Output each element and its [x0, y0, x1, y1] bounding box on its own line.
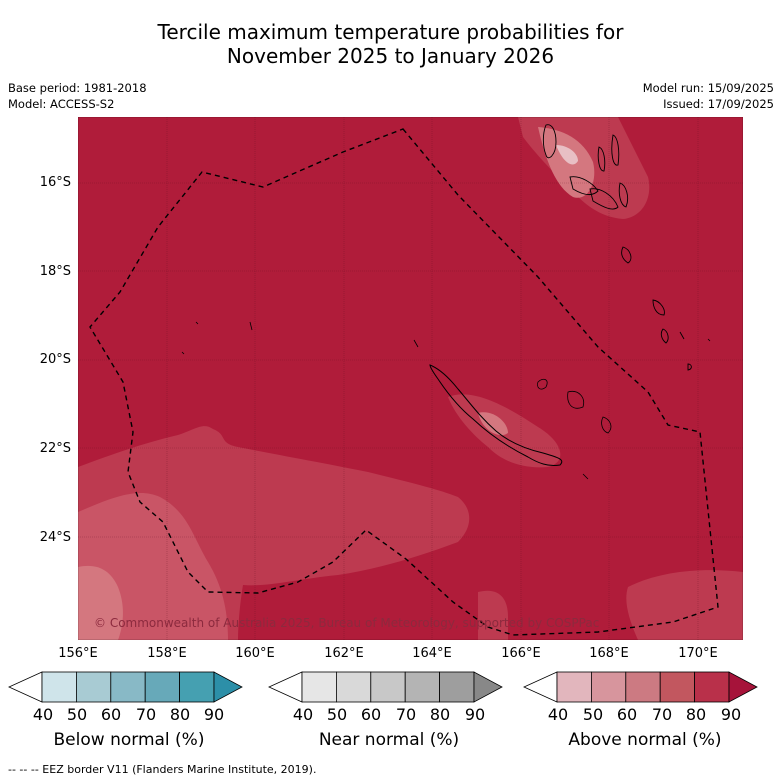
near-tick-60: 60: [360, 705, 382, 724]
above-max-triangle: [728, 671, 758, 703]
vanuatu-outline: [542, 124, 692, 371]
near-color-box: [301, 671, 337, 703]
above-color-box: [659, 671, 695, 703]
issued-date: Issued: 17/09/2025: [663, 97, 774, 111]
above-color-box: [591, 671, 627, 703]
lon-label-158e: 158°E: [147, 646, 187, 661]
above-tick-60: 60: [616, 705, 638, 724]
lat-label-20s: 20°S: [39, 352, 71, 367]
near-color-box: [370, 671, 406, 703]
near-tick-90: 90: [464, 705, 486, 724]
lon-label-160e: 160°E: [235, 646, 275, 661]
meta-right: Model run: 15/09/2025 Issued: 17/09/2025: [643, 80, 774, 112]
probability-region-60: [78, 565, 123, 640]
copyright-text: © Commonwealth of Australia 2025, Bureau…: [94, 616, 599, 630]
lon-label-168e: 168°E: [589, 646, 629, 661]
probability-region-40: [556, 145, 578, 165]
model-name: Model: ACCESS-S2: [8, 97, 115, 111]
lon-label-166e: 166°E: [501, 646, 541, 661]
probability-region-60: [538, 127, 595, 198]
colorbar-above: [523, 671, 758, 703]
title-line-2: November 2025 to January 2026: [226, 44, 555, 68]
lat-label-24s: 24°S: [39, 530, 71, 545]
near-color-box: [336, 671, 372, 703]
lon-label-156e: 156°E: [58, 646, 98, 661]
lat-label-22s: 22°S: [39, 441, 71, 456]
near-color-box: [439, 671, 475, 703]
above-tick-90: 90: [720, 705, 742, 724]
lon-label-162e: 162°E: [324, 646, 364, 661]
island-outline: [413, 339, 612, 480]
below-max-triangle: [213, 671, 243, 703]
model-run: Model run: 15/09/2025: [642, 81, 774, 95]
title-line-1: Tercile maximum temperature probabilitie…: [157, 20, 624, 44]
probability-map: © Commonwealth of Australia 2025, Bureau…: [78, 117, 743, 640]
near-tick-70: 70: [395, 705, 417, 724]
below-color-box: [144, 671, 180, 703]
near-tick-50: 50: [326, 705, 348, 724]
near-normal-label: Near normal (%): [318, 730, 460, 750]
near-tick-80: 80: [429, 705, 451, 724]
lat-label-18s: 18°S: [39, 264, 71, 279]
above-tick-70: 70: [651, 705, 673, 724]
near-tick-40: 40: [292, 705, 314, 724]
below-tick-80: 80: [169, 705, 191, 724]
above-min-triangle: [523, 671, 558, 703]
near-max-triangle: [473, 671, 503, 703]
below-color-box: [179, 671, 215, 703]
colorbar-below: [8, 671, 243, 703]
below-tick-90: 90: [203, 705, 225, 724]
above-normal-label: Above normal (%): [568, 730, 722, 750]
above-color-box: [556, 671, 592, 703]
meta-left: Base period: 1981-2018 Model: ACCESS-S2: [8, 80, 147, 112]
below-color-box: [41, 671, 77, 703]
above-tick-80: 80: [685, 705, 707, 724]
graticule: [78, 117, 743, 640]
eez-border: [89, 128, 719, 636]
near-min-triangle: [268, 671, 303, 703]
eez-footnote: -- -- -- EEZ border V11 (Flanders Marine…: [8, 763, 317, 776]
lat-label-16s: 16°S: [39, 175, 71, 190]
lon-label-170e: 170°E: [678, 646, 718, 661]
above-tick-40: 40: [547, 705, 569, 724]
below-tick-50: 50: [66, 705, 88, 724]
probability-region-60: [478, 412, 508, 436]
below-tick-40: 40: [32, 705, 54, 724]
above-color-box: [625, 671, 661, 703]
chart-title: Tercile maximum temperature probabilitie…: [0, 20, 781, 68]
below-color-box: [76, 671, 112, 703]
below-tick-70: 70: [135, 705, 157, 724]
below-normal-label: Below normal (%): [53, 730, 205, 750]
above-tick-50: 50: [582, 705, 604, 724]
island-outline: [181, 321, 711, 355]
below-color-box: [110, 671, 146, 703]
near-color-box: [404, 671, 440, 703]
below-min-triangle: [8, 671, 43, 703]
lon-label-164e: 164°E: [412, 646, 452, 661]
new-caledonia-outline: [429, 364, 563, 466]
above-color-box: [694, 671, 730, 703]
probability-region-80: [478, 590, 508, 640]
probability-region-80: [626, 570, 743, 640]
base-period: Base period: 1981-2018: [8, 81, 147, 95]
colorbar-near: [268, 671, 503, 703]
below-tick-60: 60: [100, 705, 122, 724]
